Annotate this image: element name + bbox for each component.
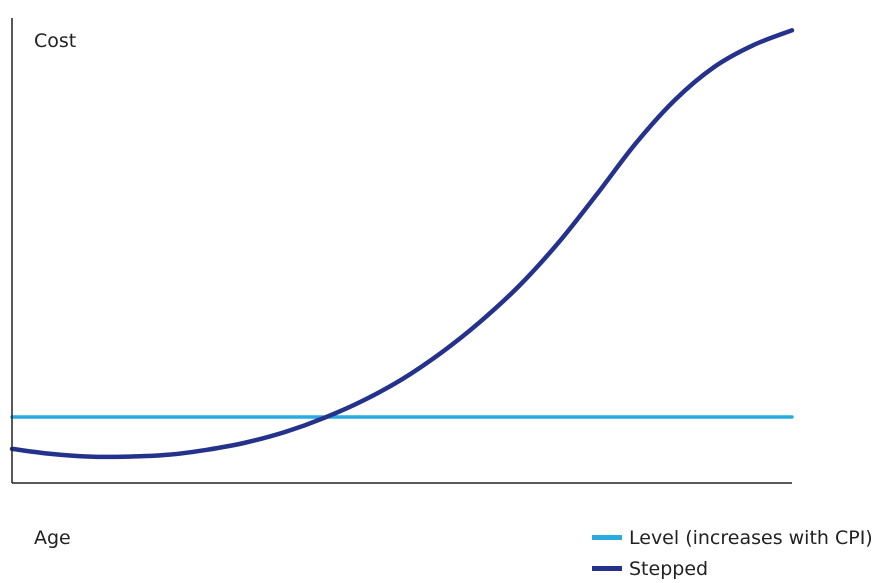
legend-swatch-level [592,535,622,540]
legend-label-stepped: Stepped [629,558,708,580]
plot-lines [9,28,795,460]
legend-item-stepped: Stepped [592,558,708,580]
x-axis-label: Age [34,527,71,549]
legend: Level (increases with CPI) Stepped [592,527,873,580]
series-line-stepped [9,28,795,460]
legend-swatch-stepped [592,566,622,571]
y-axis-label: Cost [34,30,76,52]
legend-label-level: Level (increases with CPI) [629,527,873,549]
legend-item-level: Level (increases with CPI) [592,527,873,549]
